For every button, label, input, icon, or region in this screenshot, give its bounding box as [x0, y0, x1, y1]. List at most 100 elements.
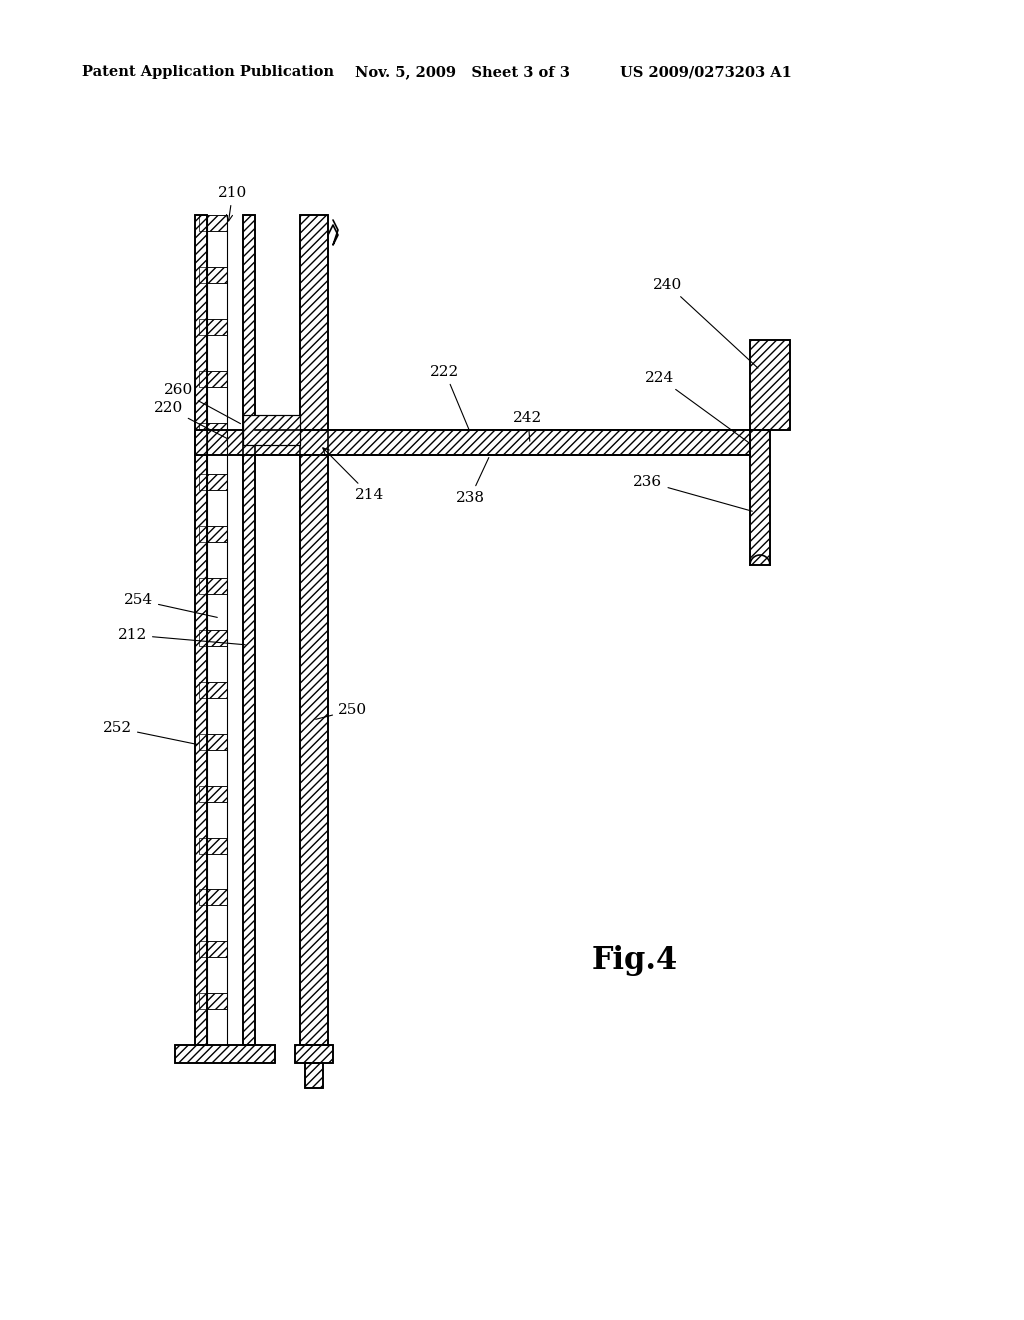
Bar	[199, 890, 207, 906]
Text: 254: 254	[124, 593, 217, 618]
Bar	[199, 371, 207, 387]
Bar	[207, 527, 227, 543]
Bar	[199, 318, 207, 335]
Bar	[207, 371, 227, 387]
Bar	[199, 371, 207, 387]
Bar	[199, 682, 207, 698]
Bar	[207, 578, 227, 594]
Bar	[199, 578, 207, 594]
Bar	[199, 527, 207, 543]
Text: 222: 222	[430, 366, 469, 429]
Bar	[207, 682, 227, 698]
Bar	[207, 785, 227, 801]
Bar	[199, 215, 207, 231]
Bar	[207, 422, 227, 438]
Bar	[207, 993, 227, 1008]
Bar	[199, 837, 207, 854]
Bar	[207, 682, 227, 698]
Bar	[300, 455, 328, 1045]
Bar	[199, 318, 207, 335]
Bar	[207, 734, 227, 750]
Bar	[305, 1063, 323, 1088]
Text: 224: 224	[645, 371, 750, 444]
Bar	[199, 941, 207, 957]
Bar	[199, 474, 207, 490]
Bar	[207, 474, 227, 490]
Bar	[199, 993, 207, 1008]
Bar	[199, 318, 207, 335]
Text: 238: 238	[456, 458, 488, 506]
Text: 252: 252	[102, 721, 198, 744]
Bar	[199, 837, 207, 854]
Bar	[195, 215, 207, 1045]
Bar	[207, 578, 227, 594]
Text: Patent Application Publication: Patent Application Publication	[82, 65, 334, 79]
Bar	[199, 630, 207, 645]
Bar	[199, 785, 207, 801]
Bar	[207, 215, 227, 231]
Bar	[199, 993, 207, 1008]
Text: Nov. 5, 2009   Sheet 3 of 3: Nov. 5, 2009 Sheet 3 of 3	[355, 65, 570, 79]
Text: Fig.4: Fig.4	[592, 945, 678, 975]
Bar	[750, 341, 790, 430]
Bar	[305, 1063, 323, 1088]
Bar	[207, 785, 227, 801]
Bar	[207, 630, 227, 645]
Bar	[199, 527, 207, 543]
Bar	[207, 890, 227, 906]
Bar	[199, 630, 207, 645]
Bar	[199, 941, 207, 957]
Bar	[199, 422, 207, 438]
Text: 242: 242	[513, 411, 543, 441]
Bar	[199, 890, 207, 906]
Bar	[199, 682, 207, 698]
Text: 220: 220	[154, 401, 227, 438]
Bar	[207, 371, 227, 387]
Text: 214: 214	[323, 447, 384, 502]
Bar	[207, 267, 227, 282]
Bar	[207, 215, 227, 231]
Bar	[750, 430, 770, 565]
Bar	[199, 785, 207, 801]
Bar	[199, 267, 207, 282]
Bar	[243, 215, 255, 1045]
Bar	[199, 267, 207, 282]
Bar	[195, 430, 750, 455]
Bar	[295, 1045, 333, 1063]
Bar	[199, 837, 207, 854]
Bar	[207, 837, 227, 854]
Bar	[207, 993, 227, 1008]
Bar	[295, 1045, 333, 1063]
Bar	[199, 422, 207, 438]
Bar	[300, 215, 328, 455]
Bar	[199, 474, 207, 490]
Bar	[199, 578, 207, 594]
Bar	[750, 430, 770, 565]
Bar	[243, 414, 300, 445]
Bar	[199, 215, 207, 231]
Bar	[207, 941, 227, 957]
Bar	[300, 455, 328, 1045]
Bar	[175, 1045, 275, 1063]
Bar	[243, 414, 300, 445]
Text: 250: 250	[315, 704, 368, 719]
Bar	[199, 785, 207, 801]
Bar	[207, 837, 227, 854]
Bar	[207, 318, 227, 335]
Bar	[207, 630, 227, 645]
Bar	[199, 734, 207, 750]
Bar	[207, 422, 227, 438]
Bar	[199, 474, 207, 490]
Bar	[207, 267, 227, 282]
Text: 240: 240	[653, 279, 758, 368]
Bar	[243, 215, 255, 1045]
Bar	[195, 430, 750, 455]
Bar	[199, 630, 207, 645]
Bar	[207, 734, 227, 750]
Bar	[199, 267, 207, 282]
Text: 236: 236	[634, 475, 753, 511]
Bar	[175, 1045, 275, 1063]
Bar	[207, 941, 227, 957]
Bar	[207, 527, 227, 543]
Bar	[199, 993, 207, 1008]
